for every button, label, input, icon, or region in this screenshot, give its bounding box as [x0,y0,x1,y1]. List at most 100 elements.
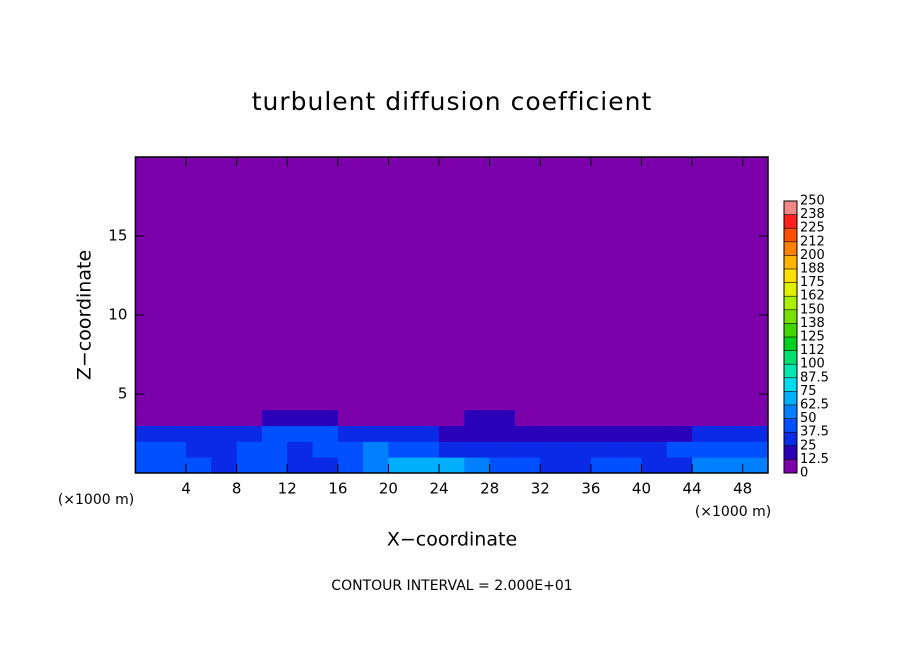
colorbar-label: 112 [800,343,825,358]
field-cell [186,425,212,442]
field-cell [261,409,288,426]
field-cell [616,457,642,474]
field-cell [565,409,592,426]
field-cell [261,441,288,458]
colorbar-band [784,228,797,242]
field-cell [312,457,339,474]
field-cell [692,457,718,474]
colorbar-label: 238 [800,207,825,222]
field-cell [464,425,491,442]
field-cell [312,425,339,442]
field-cell [186,409,212,426]
field-cell [261,157,288,411]
x-tick-label: 16 [328,480,347,498]
x-tick-label: 24 [430,480,449,498]
field-cell [135,457,162,474]
field-cell [489,441,516,458]
colorbar-label: 62.5 [800,398,829,413]
colorbar-label: 12.5 [800,452,829,467]
field-cell [540,409,566,426]
field-cell [388,157,415,411]
colorbar-label: 100 [800,357,825,372]
colorbar-band [784,214,797,229]
field-cell [489,157,516,411]
field-cell [388,409,415,426]
field-cell [211,457,238,474]
field-cell [540,425,566,442]
colorbar-label: 125 [800,330,825,345]
colorbar-label: 25 [800,438,817,453]
field-cell [287,457,313,474]
field-cell [287,441,313,458]
field-cell [717,425,744,442]
chart-title: turbulent diffusion coefficient [252,87,653,116]
field-cell [717,457,744,474]
x-unit: (×1000 m) [695,504,771,520]
field-cell [236,441,263,458]
field-cell [211,157,238,411]
field-cell [590,425,617,442]
field-cell [439,157,465,411]
x-tick-label: 48 [733,480,752,498]
field-cell [439,425,465,442]
field-cell [388,425,415,442]
y-axis-label: Z−coordinate [74,250,96,380]
field-cell [616,425,642,442]
field-cell [312,441,339,458]
field-cell [692,441,718,458]
field-cell [641,409,668,426]
field-cell [312,157,339,411]
field-cell [186,457,212,474]
field-cell [514,441,541,458]
field-cell [135,441,162,458]
field-cell [666,157,693,411]
colorbar-band [784,364,797,378]
x-tick-label: 32 [531,480,550,498]
field-cell [717,157,744,411]
colorbar-band [784,432,797,446]
field-cell [692,425,718,442]
field-cell [742,441,769,458]
field-cell [666,457,693,474]
colorbar-label: 75 [800,384,817,399]
field-cell [312,409,339,426]
field-cell [211,441,238,458]
field-cell [388,457,415,474]
colorbar-label: 0 [800,466,808,481]
field-cell [135,409,162,426]
field-cell [363,409,389,426]
field-cell [742,409,769,426]
x-tick-label: 40 [632,480,651,498]
field-cell [337,157,364,411]
colorbar-band [784,241,797,256]
field-cell [514,425,541,442]
field-cell [337,457,364,474]
field-cell [641,425,668,442]
field-cell [590,457,617,474]
x-tick-label: 12 [278,480,297,498]
x-tick-label: 44 [683,480,702,498]
y-tick-label: 15 [108,227,127,245]
field-cell [540,457,566,474]
colorbar-label: 138 [800,316,825,331]
x-axis-label: X−coordinate [387,529,517,551]
field-cell [641,157,668,411]
field-cell [616,157,642,411]
field-cell [261,457,288,474]
colorbar-label: 150 [800,302,825,317]
field-cell [514,409,541,426]
field-cell [160,409,187,426]
field-cell [489,425,516,442]
field-cell [211,425,238,442]
field-cell [186,157,212,411]
x-tick-label: 8 [232,480,242,498]
field-cell [489,409,516,426]
field-cell [590,441,617,458]
x-tick-label: 36 [581,480,600,498]
field-cell [413,409,440,426]
colorbar-label: 225 [800,221,825,236]
colorbar-label: 200 [800,248,825,263]
field-cell [160,157,187,411]
field-cell [135,425,162,442]
